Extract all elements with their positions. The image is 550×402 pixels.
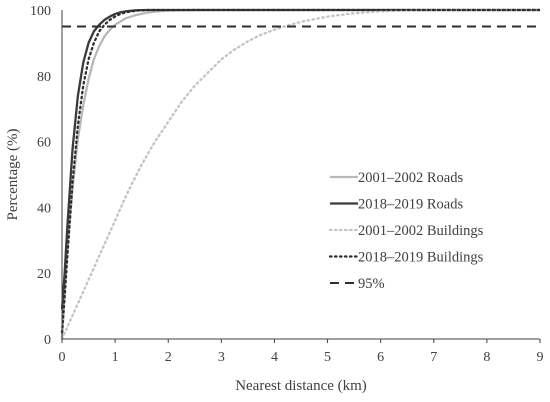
y-tick-label: 60 <box>37 136 51 151</box>
x-axis-title: Nearest distance (km) <box>235 378 367 394</box>
legend-label: 2018–2019 Buildings <box>358 250 484 266</box>
legend-label: 95% <box>358 276 385 292</box>
y-axis-title: Percentage (%) <box>5 128 21 220</box>
y-tick-label: 80 <box>37 70 51 85</box>
x-tick-label: 8 <box>483 350 490 365</box>
plot-lines <box>60 8 542 341</box>
y-axis-ticks: 0 20 40 60 80 100 <box>30 4 51 348</box>
x-tick-label: 6 <box>377 350 384 365</box>
legend-label: 2001–2002 Roads <box>358 170 463 186</box>
legend-label: 2001–2002 Buildings <box>358 223 484 239</box>
x-tick-label: 3 <box>218 350 225 365</box>
x-axis-ticks: 0 1 2 3 4 5 6 7 8 9 <box>59 339 544 365</box>
x-tick-label: 0 <box>59 350 66 365</box>
y-tick-label: 20 <box>37 267 51 282</box>
x-tick-label: 9 <box>537 350 544 365</box>
series-line-0 <box>60 8 540 340</box>
chart-legend: 2001–2002 Roads 2018–2019 Roads 2001–2002 … <box>328 170 484 292</box>
y-tick-label: 100 <box>30 4 51 19</box>
x-tick-label: 2 <box>165 350 172 365</box>
series-line-3 <box>60 8 542 334</box>
y-tick-label: 0 <box>44 333 51 348</box>
x-tick-label: 4 <box>271 350 278 365</box>
series-line-2 <box>60 8 542 341</box>
x-tick-label: 5 <box>324 350 331 365</box>
x-tick-label: 7 <box>430 350 437 365</box>
legend-label: 2018–2019 Roads <box>358 197 463 213</box>
x-tick-label: 1 <box>112 350 119 365</box>
y-tick-label: 40 <box>37 201 51 216</box>
